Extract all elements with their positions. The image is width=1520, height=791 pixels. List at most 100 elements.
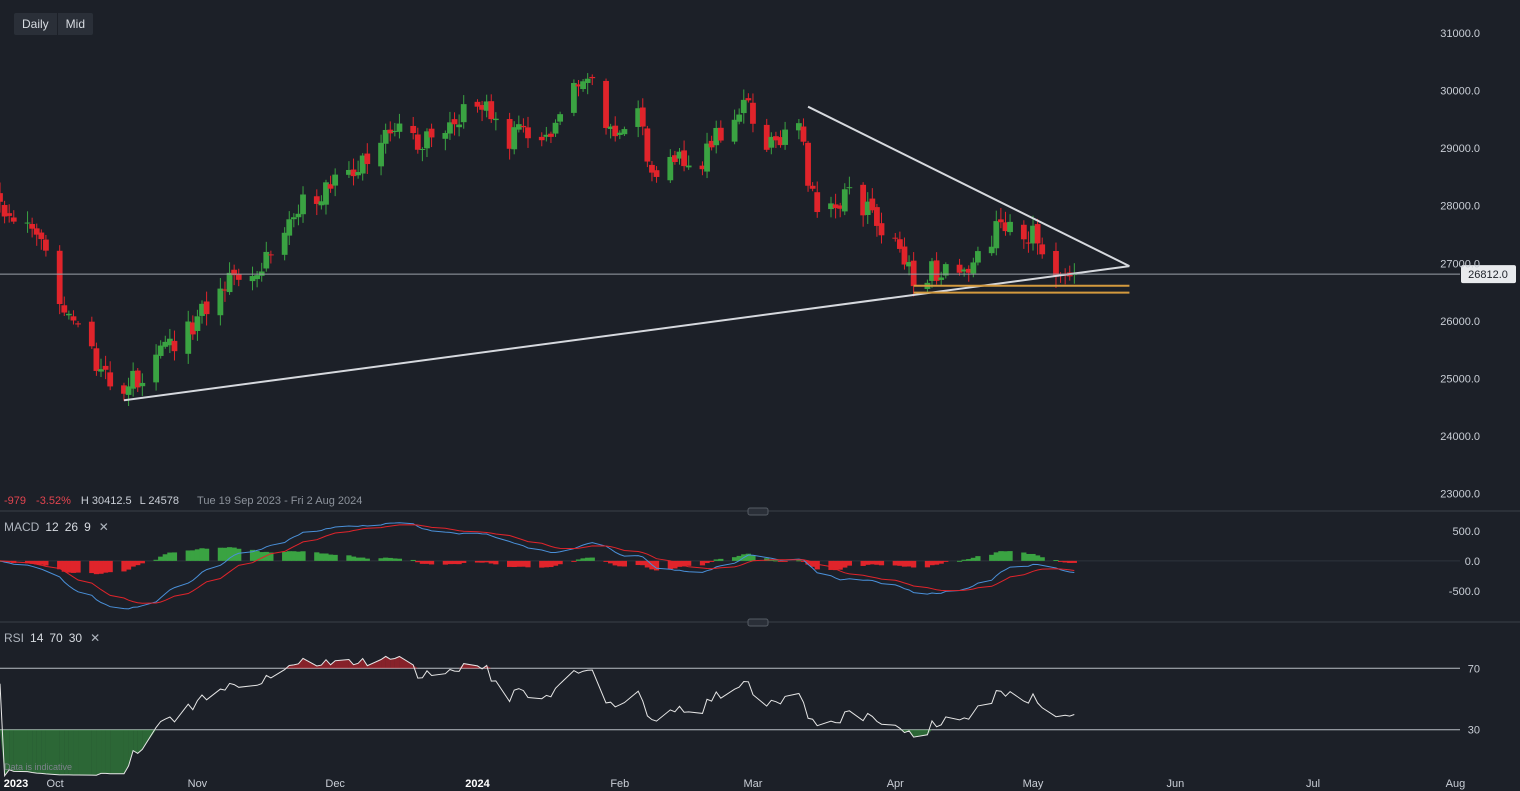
macd-histogram-bar bbox=[800, 560, 807, 562]
candle-body bbox=[267, 254, 274, 256]
candle-body bbox=[70, 316, 77, 321]
rsi-oversold-fill bbox=[142, 729, 157, 750]
macd-histogram-bar bbox=[681, 560, 687, 567]
candle-body bbox=[975, 251, 981, 263]
rsi-oversold-fill bbox=[110, 729, 124, 774]
candle-body bbox=[460, 104, 467, 123]
macd-histogram-bar bbox=[667, 560, 673, 570]
macd-histogram-bar bbox=[1007, 551, 1013, 561]
macd-histogram-bar bbox=[456, 560, 462, 565]
candle-body bbox=[121, 385, 127, 394]
candle-body bbox=[653, 170, 660, 177]
macd-legend[interactable]: MACD 12 26 9 ✕ bbox=[4, 518, 109, 536]
macd-histogram-bar bbox=[392, 558, 398, 561]
candle-body bbox=[731, 119, 738, 142]
candle-body bbox=[603, 80, 609, 128]
candle-body bbox=[612, 125, 619, 137]
candle-body bbox=[552, 122, 559, 134]
rsi-oversold-fill bbox=[36, 729, 42, 774]
macd-histogram-bar bbox=[263, 551, 269, 561]
time-axis-label: Dec bbox=[325, 778, 345, 790]
macd-histogram-bar bbox=[892, 560, 898, 566]
macd-histogram-bar bbox=[1067, 560, 1073, 563]
macd-histogram-bar bbox=[585, 557, 591, 561]
rsi-overbought-fill bbox=[367, 659, 382, 669]
candle-body bbox=[61, 305, 68, 313]
grid bbox=[0, 507, 1520, 627]
macd-histogram-bar bbox=[718, 558, 724, 561]
macd-histogram-bar bbox=[121, 560, 127, 572]
candle-body bbox=[956, 264, 963, 273]
rsi-oversold-fill bbox=[78, 729, 92, 776]
rsi-overbought-fill bbox=[381, 656, 386, 669]
candle-body bbox=[506, 119, 513, 149]
rsi-oversold-fill bbox=[4, 729, 10, 776]
candle-body bbox=[300, 194, 306, 215]
candle-body bbox=[639, 107, 646, 127]
rsi-lower: 30 bbox=[68, 631, 83, 645]
price-axis-label: 25000.0 bbox=[1440, 373, 1480, 385]
rsi-oversold-fill bbox=[27, 729, 33, 773]
candle-body bbox=[313, 196, 320, 204]
candle-body bbox=[644, 128, 651, 162]
rsi-overbought-fill bbox=[394, 656, 400, 669]
axes: 26812.0 23000.0 24000.0 25000.0 26000.0 27000… bbox=[4, 28, 1516, 790]
candle-body bbox=[1025, 242, 1032, 244]
time-axis-label: Mar bbox=[743, 778, 762, 790]
time-axis-label: 2024 bbox=[465, 778, 490, 790]
candle-body bbox=[1030, 225, 1036, 244]
rsi-legend[interactable]: RSI 14 70 30 ✕ bbox=[4, 629, 101, 647]
price-type-button[interactable]: Mid bbox=[56, 13, 93, 35]
candle-body bbox=[929, 261, 935, 281]
macd-histogram-bar bbox=[956, 560, 963, 562]
candle-body bbox=[254, 275, 260, 280]
macd-axis-label: -500.0 bbox=[1449, 586, 1480, 598]
candle-body bbox=[189, 322, 196, 335]
rsi-axis-label: 70 bbox=[1468, 663, 1480, 675]
candle-body bbox=[93, 348, 100, 371]
macd-histogram-bar bbox=[777, 560, 784, 562]
macd-histogram-bar bbox=[171, 552, 178, 561]
candle-body bbox=[621, 129, 628, 135]
candle-body bbox=[327, 184, 334, 189]
candle-body bbox=[107, 372, 114, 387]
candle-body bbox=[828, 203, 834, 210]
timeframe-button[interactable]: Daily bbox=[22, 17, 49, 31]
candle-body bbox=[447, 122, 453, 134]
support-trendline bbox=[123, 265, 1130, 402]
macd-histogram-bar bbox=[832, 560, 839, 571]
rsi-oversold-fill bbox=[105, 729, 111, 774]
candle-body bbox=[139, 382, 146, 387]
macd-histogram-bar bbox=[750, 555, 756, 561]
macd-histogram-bar bbox=[929, 560, 935, 566]
change-value: -979 bbox=[4, 495, 27, 507]
candle-body bbox=[681, 150, 687, 167]
macd-histogram-bar bbox=[461, 560, 467, 563]
candle-body bbox=[942, 264, 949, 276]
candle-body bbox=[768, 136, 775, 148]
rsi-oversold-fill bbox=[137, 729, 143, 754]
candle-body bbox=[896, 239, 903, 249]
macd-histogram-bar bbox=[699, 560, 706, 566]
macd-histogram-bar bbox=[745, 553, 751, 561]
candle-body bbox=[961, 269, 968, 272]
macd-histogram-bar bbox=[520, 560, 526, 567]
candle-body bbox=[814, 192, 821, 213]
close-icon[interactable]: ✕ bbox=[90, 631, 101, 645]
candle-body bbox=[745, 98, 752, 101]
macd-line bbox=[0, 522, 1075, 610]
macd-histogram-bar bbox=[580, 558, 586, 561]
close-icon[interactable]: ✕ bbox=[98, 520, 109, 534]
macd-histogram-bar bbox=[837, 560, 843, 570]
candle-body bbox=[98, 369, 104, 372]
candle-body bbox=[832, 204, 839, 209]
candle-body bbox=[24, 222, 31, 224]
rsi-oversold-fill bbox=[45, 729, 60, 775]
macd-histogram-bar bbox=[1053, 560, 1059, 562]
candle-body bbox=[281, 232, 288, 255]
candle-body bbox=[740, 99, 747, 114]
rsi-oversold-fill bbox=[101, 729, 106, 774]
macd-histogram-bar bbox=[323, 553, 329, 561]
rsi-pane bbox=[0, 655, 1460, 778]
